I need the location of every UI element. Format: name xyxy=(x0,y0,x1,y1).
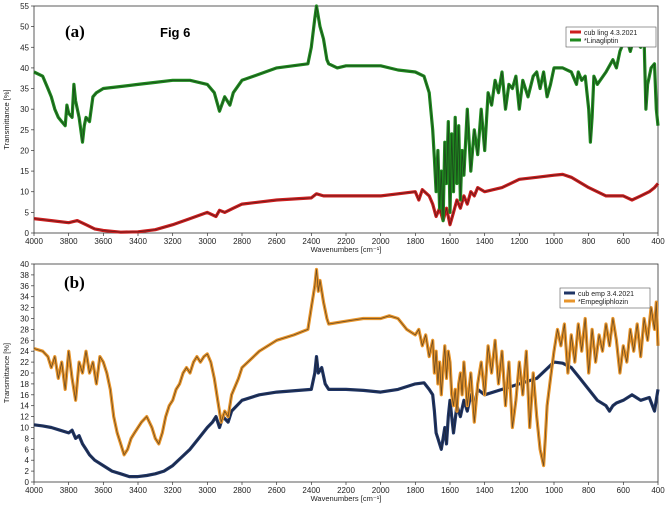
x-tick-label: 600 xyxy=(617,237,631,246)
series-line-core-1 xyxy=(33,356,659,477)
x-tick-label: 1000 xyxy=(545,486,563,495)
y-axis-label: Transmittance [%] xyxy=(2,343,11,403)
panel-label: (a) xyxy=(65,22,85,41)
x-axis-label: Wavenumbers [cm⁻¹] xyxy=(311,494,382,503)
x-tick-label: 2600 xyxy=(268,486,286,495)
x-tick-label: 400 xyxy=(651,237,665,246)
panel-b: 4000 3800 3600 3400 3200 3000 2800 2600 2400 2200… xyxy=(2,260,665,503)
x-tick-label: 400 xyxy=(651,486,665,495)
y-tick-label: 22 xyxy=(20,358,29,367)
y-tick-label: 18 xyxy=(20,380,29,389)
y-tick-label: 30 xyxy=(20,105,29,114)
y-tick-label: 6 xyxy=(25,445,30,454)
x-tick-label: 3800 xyxy=(60,237,78,246)
legend-box xyxy=(565,26,657,48)
x-tick-label: 3200 xyxy=(164,486,182,495)
x-tick-label: 1800 xyxy=(406,486,424,495)
x-tick-label: 1600 xyxy=(441,486,459,495)
legend-entry: *Empegliphlozin xyxy=(578,299,628,306)
x-tick-label: 2200 xyxy=(337,486,355,495)
x-tick-label: 3000 xyxy=(198,237,216,246)
legend: cub ling 4.3.2021*Linagliptin xyxy=(565,26,657,48)
y-tick-label: 55 xyxy=(20,2,29,11)
y-tick-label: 50 xyxy=(20,23,29,32)
series-line-core-2 xyxy=(33,5,659,221)
y-tick-label: 2 xyxy=(25,467,30,476)
y-tick-label: 20 xyxy=(20,146,29,155)
y-tick-label: 0 xyxy=(25,478,30,487)
y-tick-label: 28 xyxy=(20,325,29,334)
x-axis-label: Wavenumbers [cm⁻¹] xyxy=(311,245,382,254)
x-tick-label: 3600 xyxy=(94,237,112,246)
x-tick-label: 2800 xyxy=(233,486,251,495)
x-tick-label: 800 xyxy=(582,486,596,495)
y-tick-label: 12 xyxy=(20,413,29,422)
y-tick-label: 8 xyxy=(25,434,30,443)
legend: cub emp 3.4.2021*Empegliphlozin xyxy=(559,287,651,309)
y-tick-label: 10 xyxy=(20,188,29,197)
x-tick-label: 3800 xyxy=(60,486,78,495)
y-tick-label: 20 xyxy=(20,369,29,378)
x-tick-label: 2600 xyxy=(268,237,286,246)
y-tick-label: 14 xyxy=(20,402,29,411)
legend-box xyxy=(559,287,651,309)
x-tick-label: 1000 xyxy=(545,237,563,246)
y-tick-label: 38 xyxy=(20,271,29,280)
y-tick-label: 40 xyxy=(20,260,29,269)
x-tick-label: 3200 xyxy=(164,237,182,246)
series-line-core-1 xyxy=(33,174,659,233)
legend-entry: cub emp 3.4.2021 xyxy=(578,291,634,298)
x-tick-label: 1200 xyxy=(510,486,528,495)
x-tick-label: 2400 xyxy=(302,237,320,246)
y-tick-label: 30 xyxy=(20,315,29,324)
y-tick-label: 34 xyxy=(20,293,29,302)
y-tick-label: 35 xyxy=(20,85,29,94)
x-tick-label: 2000 xyxy=(372,486,390,495)
y-tick-label: 25 xyxy=(20,126,29,135)
x-tick-label: 3400 xyxy=(129,237,147,246)
y-tick-label: 40 xyxy=(20,64,29,73)
x-tick-label: 3400 xyxy=(129,486,147,495)
x-tick-label: 2000 xyxy=(372,237,390,246)
x-tick-label: 3000 xyxy=(198,486,216,495)
x-tick-label: 1200 xyxy=(510,237,528,246)
y-tick-label: 26 xyxy=(20,336,29,345)
y-tick-label: 32 xyxy=(20,304,29,313)
x-tick-label: 600 xyxy=(617,486,631,495)
legend-entry: *Linagliptin xyxy=(584,38,618,45)
figure-title: Fig 6 xyxy=(160,25,190,40)
y-tick-label: 24 xyxy=(20,347,29,356)
y-axis-label: Transmittance [%] xyxy=(2,89,11,149)
y-tick-label: 5 xyxy=(25,208,30,217)
x-tick-label: 4000 xyxy=(25,237,43,246)
panel-a: 4000 3800 3600 3400 3200 3000 2800 2600 2400 2200… xyxy=(2,2,665,254)
panel-label: (b) xyxy=(64,273,85,292)
x-tick-label: 3600 xyxy=(94,486,112,495)
y-tick-label: 36 xyxy=(20,282,29,291)
x-tick-label: 1400 xyxy=(476,486,494,495)
x-tick-label: 4000 xyxy=(25,486,43,495)
x-tick-label: 2800 xyxy=(233,237,251,246)
y-tick-label: 15 xyxy=(20,167,29,176)
x-tick-label: 1400 xyxy=(476,237,494,246)
y-tick-label: 45 xyxy=(20,43,29,52)
x-tick-label: 2200 xyxy=(337,237,355,246)
series-line-core-2 xyxy=(33,269,659,466)
x-tick-label: 1800 xyxy=(406,237,424,246)
y-tick-label: 16 xyxy=(20,391,29,400)
y-tick-label: 0 xyxy=(25,229,30,238)
legend-entry: cub ling 4.3.2021 xyxy=(584,30,637,37)
x-tick-label: 800 xyxy=(582,237,596,246)
x-tick-label: 1600 xyxy=(441,237,459,246)
y-tick-label: 10 xyxy=(20,424,29,433)
x-tick-label: 2400 xyxy=(302,486,320,495)
y-tick-label: 4 xyxy=(25,456,30,465)
